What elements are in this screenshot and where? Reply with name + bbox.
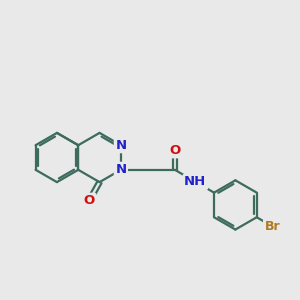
Text: O: O <box>83 194 95 207</box>
Text: N: N <box>115 139 127 152</box>
Text: NH: NH <box>184 175 206 188</box>
Text: N: N <box>115 163 127 176</box>
Text: O: O <box>169 144 181 157</box>
Text: Br: Br <box>265 220 280 233</box>
